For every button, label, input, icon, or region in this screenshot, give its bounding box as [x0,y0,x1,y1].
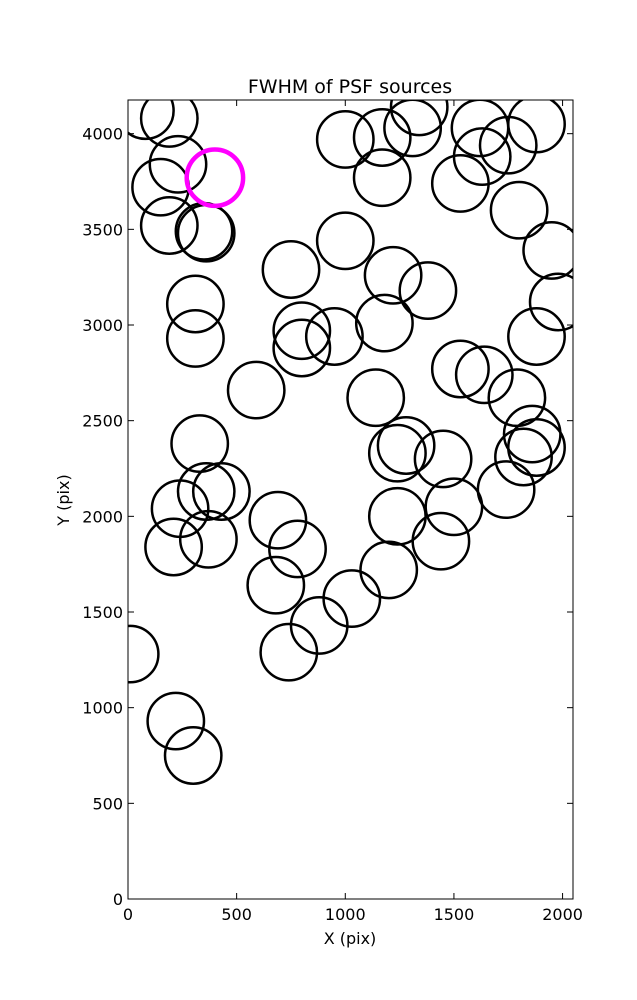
data-point [487,368,547,428]
data-point [389,100,449,137]
data-point [363,245,423,305]
data-point [163,726,223,785]
data-point [352,108,412,167]
y-axis: 0 500 1000 1500 2000 2500 3000 3500 4000 [82,125,573,909]
data-point [430,153,490,213]
data-point [165,274,225,334]
data-point [507,307,566,366]
data-point [144,517,204,577]
y-tick-label: 3000 [82,316,123,335]
data-point [359,540,419,600]
marker-layer [128,100,573,785]
data-point [383,100,443,158]
y-tick-label: 1000 [82,699,123,718]
plot-frame [127,99,574,900]
data-point [289,595,349,655]
data-point [354,293,414,353]
y-tick-label: 2000 [82,507,123,526]
data-point [128,624,160,684]
data-point [272,301,332,361]
highlight-point [184,147,246,209]
y-axis-label: Y (pix) [54,474,73,526]
data-point [522,220,573,280]
chart-title: FWHM of PSF sources [248,76,452,98]
data-point [191,462,251,521]
data-point [454,345,514,405]
y-tick-label: 500 [92,794,123,813]
data-point [367,486,427,546]
x-tick-label: 500 [221,905,252,924]
data-point [128,100,175,141]
data-point [261,240,321,299]
data-point [376,416,436,475]
data-point [259,622,319,682]
data-point [176,203,236,263]
data-point [176,462,236,521]
y-tick-label: 3500 [82,220,123,239]
data-point [367,423,427,483]
data-point [489,180,549,240]
data-point [507,418,566,477]
data-point [139,196,199,255]
data-point [352,148,412,208]
data-point [494,427,553,487]
data-point [507,100,566,154]
data-point [528,272,573,332]
data-point [248,490,308,550]
x-axis: 0 500 1000 1500 2000 [123,100,583,924]
x-tick-label: 1000 [325,905,366,924]
data-point [272,318,332,378]
x-tick-label: 1500 [434,905,475,924]
data-point [315,211,375,271]
x-tick-label: 0 [123,905,133,924]
y-tick-label: 0 [113,890,123,909]
data-point [178,509,238,569]
data-point [413,429,473,489]
y-tick-label: 2500 [82,412,123,431]
y-tick-label: 4000 [82,125,123,144]
data-point [315,109,375,169]
data-point [165,308,225,368]
data-point [148,134,208,194]
data-point [476,460,536,520]
data-point [452,127,512,187]
x-tick-label: 2000 [542,905,583,924]
data-point [424,477,484,537]
data-point [268,519,327,579]
data-point [304,307,364,366]
data-point [322,569,382,629]
data-point [226,360,286,420]
y-tick-label: 1500 [82,603,123,622]
data-point [139,100,199,148]
data-point [430,339,490,399]
data-point [346,368,406,428]
data-point [398,261,458,321]
data-point [146,691,206,751]
x-axis-label: X (pix) [324,929,377,948]
data-point [246,555,306,615]
data-point [411,511,471,571]
